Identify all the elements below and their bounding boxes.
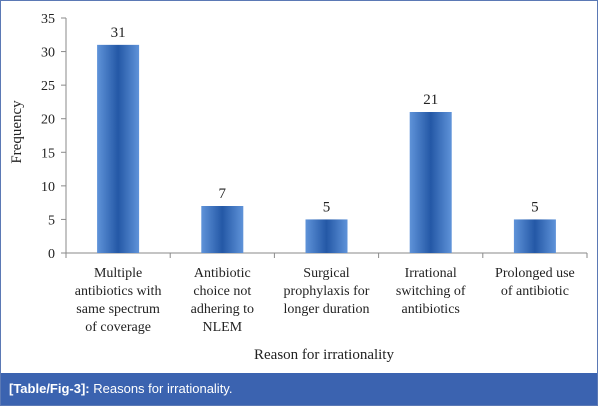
bar [201, 206, 244, 253]
data-label: 5 [323, 199, 331, 215]
y-tick-label: 15 [41, 146, 55, 161]
bars [97, 44, 556, 253]
bar [409, 112, 452, 253]
caption-text: Reasons for irrationality. [89, 381, 233, 396]
chart-area: 0 5 10 15 20 25 30 35 31 Multiple antibiotics wit… [1, 1, 597, 373]
y-axis-title: Frequency [9, 100, 25, 164]
data-label: 31 [111, 25, 126, 41]
labels: 31 Multiple antibiotics with same spectrum o… [75, 25, 575, 335]
y-tick-label: 35 [41, 12, 55, 27]
bar [513, 219, 556, 253]
caption-reference: [Table/Fig-3]: [9, 381, 90, 396]
y-tick-label: 10 [41, 180, 55, 195]
category-label: Multiple antibiotics with same spectrum of … [75, 266, 162, 335]
category-label: Antibiotic choice not adhering to NLEM [191, 266, 254, 335]
y-tick-label: 0 [48, 247, 55, 262]
category-label: Prolonged use of antibiotic [495, 266, 575, 299]
axes: 0 5 10 15 20 25 30 35 [41, 12, 588, 262]
category-label: Irrational switching of antibiotics [396, 266, 466, 317]
category-label: Surgical prophylaxis for longer duration [284, 266, 370, 317]
x-axis-title: Reason for irrationality [254, 347, 394, 363]
y-tick-label: 20 [41, 113, 55, 128]
bar [305, 219, 348, 253]
figure-caption: [Table/Fig-3]: Reasons for irrationality… [1, 373, 597, 405]
data-label: 21 [423, 92, 438, 108]
y-tick-label: 25 [41, 79, 55, 94]
y-tick-label: 5 [48, 213, 55, 228]
data-label: 7 [219, 186, 227, 202]
y-tick-label: 30 [41, 46, 55, 61]
bar-chart: 0 5 10 15 20 25 30 35 31 Multiple antibiotics wit… [9, 12, 588, 363]
bar [97, 44, 140, 253]
data-label: 5 [531, 199, 539, 215]
